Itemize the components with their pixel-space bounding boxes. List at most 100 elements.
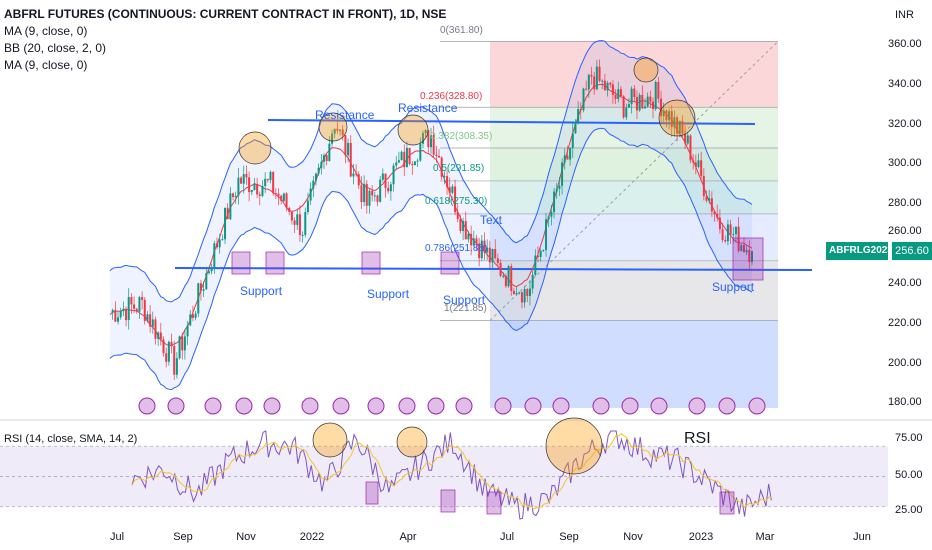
candle-body — [518, 292, 521, 294]
price-tick: 240.00 — [888, 277, 922, 289]
candle-body — [339, 129, 342, 131]
candle-body — [421, 132, 424, 144]
event-icon — [367, 397, 385, 415]
candle-body — [681, 120, 684, 134]
candle-body — [288, 207, 291, 212]
candle-body — [119, 311, 122, 318]
rsi-legend[interactable]: RSI (14, close, SMA, 14, 2) — [4, 433, 138, 445]
candle-body — [400, 151, 403, 161]
resistance-label-2[interactable]: Resistance — [398, 101, 458, 115]
candle-body — [635, 97, 638, 111]
candle-body — [264, 178, 267, 187]
candle-body — [162, 339, 165, 354]
highlight-box — [440, 251, 460, 275]
candle-body — [528, 288, 531, 296]
candle-body — [317, 167, 320, 174]
candle-body — [660, 98, 663, 117]
candle-body — [649, 96, 652, 102]
candle-body — [702, 176, 705, 197]
candle-body — [438, 155, 441, 158]
rsi-highlight-box — [486, 491, 502, 515]
price-tick: 260.00 — [888, 225, 922, 237]
candle-body — [734, 226, 737, 235]
candle-body — [186, 325, 189, 337]
candle-body — [448, 187, 451, 193]
candle-body — [512, 290, 515, 294]
candle-body — [523, 289, 526, 303]
indicator-ma-2[interactable]: MA (9, close, 0) — [4, 58, 88, 72]
candle-body — [724, 239, 727, 242]
candle-body — [737, 226, 740, 252]
candle-body — [483, 240, 486, 253]
event-icon — [748, 397, 766, 415]
candle-body — [232, 193, 235, 198]
candle-body — [539, 250, 542, 257]
support-label-3[interactable]: Support — [443, 293, 486, 307]
event-icon — [427, 397, 445, 415]
support-label-4[interactable]: Support — [712, 280, 755, 294]
candle-body — [748, 249, 751, 263]
candle-body — [306, 200, 309, 213]
candle-body — [700, 160, 703, 177]
rsi-highlight-box — [365, 481, 379, 505]
candle-body — [143, 299, 146, 322]
time-tick: Sep — [173, 531, 193, 543]
candle-body — [467, 233, 470, 240]
currency-label: INR — [895, 9, 914, 21]
rsi-ma-line — [131, 433, 772, 510]
fib-label-05: 0.5(291.85) — [433, 163, 485, 174]
candle-body — [673, 117, 676, 128]
candle-body — [127, 297, 130, 321]
candle-body — [245, 174, 248, 178]
candle-body — [510, 266, 513, 291]
text-label[interactable]: Text — [480, 213, 503, 227]
candle-body — [593, 76, 596, 90]
candle-body — [389, 184, 392, 192]
support-label-2[interactable]: Support — [367, 287, 410, 301]
candle-body — [216, 243, 218, 248]
candle-body — [574, 121, 577, 134]
candle-body — [173, 346, 176, 375]
candle-body — [619, 89, 622, 97]
candle-body — [151, 319, 154, 327]
candle-body — [545, 219, 548, 251]
candle-body — [290, 211, 293, 221]
candle-body — [141, 297, 144, 300]
support-label-1[interactable]: Support — [240, 284, 283, 298]
event-icon — [398, 397, 416, 415]
candle-body — [125, 308, 128, 321]
candle-body — [379, 179, 382, 202]
price-tick: 340.00 — [888, 78, 922, 90]
candle-body — [751, 251, 753, 263]
candle-body — [427, 130, 430, 148]
candle-body — [114, 309, 117, 322]
candle-body — [135, 308, 138, 312]
candle-body — [646, 96, 649, 107]
indicator-bb[interactable]: BB (20, close, 2, 0) — [4, 41, 107, 55]
candle-body — [333, 128, 336, 134]
candle-body — [229, 193, 232, 220]
resistance-label-1[interactable]: Resistance — [315, 108, 375, 122]
price-series — [111, 59, 753, 380]
candle-body — [504, 275, 507, 287]
time-tick: Nov — [623, 531, 643, 543]
candle-body — [312, 180, 315, 189]
candle-body — [515, 293, 518, 295]
fib-zone — [490, 260, 778, 321]
candle-body — [189, 314, 192, 326]
candle-body — [194, 313, 197, 318]
rsi-tick: 75.00 — [895, 432, 923, 444]
candle-body — [373, 195, 376, 197]
indicator-ma-1[interactable]: MA (9, close, 0) — [4, 24, 88, 38]
candle-body — [654, 82, 657, 110]
candle-body — [577, 109, 580, 122]
price-tick: 320.00 — [888, 118, 922, 130]
candle-body — [496, 258, 499, 263]
candle-body — [371, 190, 374, 196]
candle-body — [745, 249, 748, 253]
time-tick: Jun — [853, 531, 871, 543]
candle-body — [202, 289, 205, 291]
candle-body — [480, 240, 483, 259]
candle-body — [603, 80, 606, 91]
candle-body — [282, 193, 285, 201]
